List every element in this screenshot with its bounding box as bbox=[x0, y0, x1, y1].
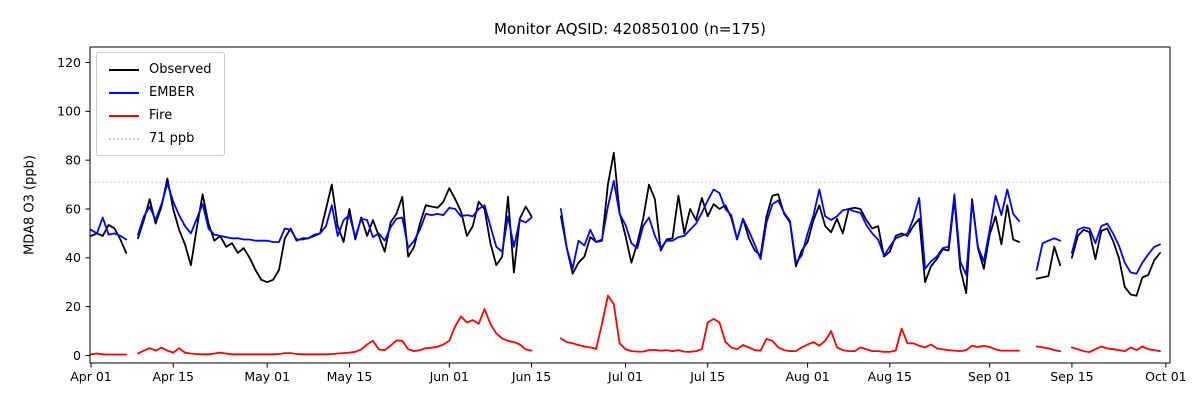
y-tick-label: 100 bbox=[57, 104, 81, 119]
x-tick-label: Jul 15 bbox=[689, 369, 725, 384]
y-tick-label: 20 bbox=[65, 299, 81, 314]
y-tick-label: 120 bbox=[57, 55, 81, 70]
threshold-line-swatch bbox=[109, 137, 139, 140]
x-tick-label: Aug 15 bbox=[868, 369, 912, 384]
chart-title: Monitor AQSID: 420850100 (n=175) bbox=[494, 20, 766, 38]
x-tick-label: Jun 15 bbox=[511, 369, 551, 384]
legend-label-fire: Fire bbox=[149, 108, 173, 123]
y-tick-label: 80 bbox=[65, 152, 81, 167]
x-tick-label: Sep 15 bbox=[1050, 369, 1093, 384]
x-tick-label: Sep 01 bbox=[968, 369, 1011, 384]
legend-row-observed: Observed bbox=[109, 61, 212, 78]
x-tick-label: Jun 01 bbox=[429, 369, 469, 384]
x-tick-label: Jul 01 bbox=[607, 369, 643, 384]
x-tick-label: Apr 01 bbox=[70, 369, 112, 384]
x-tick-label: Apr 15 bbox=[152, 369, 194, 384]
legend-label-observed: Observed bbox=[149, 62, 212, 77]
legend-label-ember: EMBER bbox=[149, 85, 195, 100]
y-tick-label: 0 bbox=[73, 348, 81, 363]
ember-line-swatch bbox=[109, 91, 139, 94]
y-tick-label: 60 bbox=[65, 201, 81, 216]
fire-line-swatch bbox=[109, 114, 139, 117]
legend-row-ember: EMBER bbox=[109, 84, 212, 101]
legend-row-threshold: 71 ppb bbox=[109, 130, 212, 147]
legend: Observed EMBER Fire 71 ppb bbox=[96, 52, 225, 156]
x-tick-label: Oct 01 bbox=[1145, 369, 1187, 384]
fire-line bbox=[90, 294, 1161, 356]
y-tick-label: 40 bbox=[65, 250, 81, 265]
x-tick-label: May 15 bbox=[327, 369, 373, 384]
x-tick-label: Aug 01 bbox=[785, 369, 829, 384]
ember-line bbox=[90, 180, 1161, 276]
plot-border bbox=[89, 46, 1171, 364]
legend-row-fire: Fire bbox=[109, 107, 212, 124]
x-tick-label: May 01 bbox=[244, 369, 290, 384]
legend-label-threshold: 71 ppb bbox=[149, 131, 195, 146]
observed-line-swatch bbox=[109, 68, 139, 71]
